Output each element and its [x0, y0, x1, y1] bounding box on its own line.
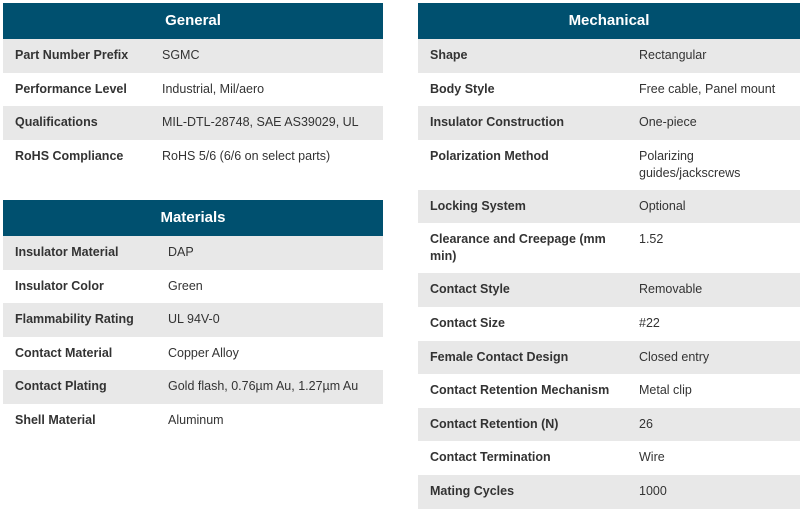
table-row: Insulator Color Green	[3, 270, 383, 304]
table-row: Contact Plating Gold flash, 0.76µm Au, 1.…	[3, 370, 383, 404]
table-row: Flammability Rating UL 94V-0	[3, 303, 383, 337]
row-value: Free cable, Panel mount	[639, 81, 776, 96]
row-label: Contact Style	[430, 282, 510, 297]
row-value: MIL-DTL-28748, SAE AS39029, UL	[162, 115, 359, 130]
row-label: Performance Level	[15, 81, 127, 96]
row-value: 26	[639, 416, 653, 431]
table-row: Body Style Free cable, Panel mount	[418, 73, 800, 107]
table-row: Polarization Method Polarizing guides/jac…	[418, 140, 800, 190]
table-row: Contact Termination Wire	[418, 441, 800, 475]
general-table: General Part Number Prefix SGMC Performanc…	[3, 3, 383, 173]
row-value: Rectangular	[639, 48, 707, 62]
row-label: Contact Retention Mechanism	[430, 383, 610, 398]
row-value: RoHS 5/6 (6/6 on select parts)	[162, 148, 331, 163]
row-value: Wire	[639, 450, 665, 465]
table-row: Contact Retention Mechanism Metal clip	[418, 374, 800, 408]
row-label: Insulator Material	[15, 245, 119, 259]
table-row: Shape Rectangular	[418, 39, 800, 73]
row-value: One-piece	[639, 115, 697, 130]
table-row: Locking System Optional	[418, 189, 800, 224]
row-label: Contact Size	[430, 315, 506, 330]
table-row: Contact Style Removable	[418, 273, 800, 307]
table-row: Mating Cycles 1000	[418, 474, 800, 509]
table-row: RoHS Compliance RoHS 5/6 (6/6 on select p…	[3, 140, 383, 174]
row-label: Shell Material	[15, 412, 96, 427]
row-value: Copper Alloy	[168, 345, 239, 360]
row-label: Body Style	[430, 81, 495, 96]
row-label: Insulator Color	[15, 278, 104, 293]
row-value: Polarizing guides/jackscrews	[639, 148, 741, 180]
row-value: 1000	[639, 483, 667, 498]
row-value: Gold flash, 0.76µm Au, 1.27µm Au	[168, 379, 359, 394]
row-value: #22	[639, 315, 660, 330]
row-label: Insulator Construction	[430, 115, 565, 130]
row-value: SGMC	[162, 48, 200, 62]
row-label: Contact Termination	[430, 450, 551, 465]
table-row: Part Number Prefix SGMC	[3, 39, 383, 73]
materials-table: Materials Insulator Material DAP Insulator…	[3, 200, 383, 438]
row-value: Closed entry	[639, 349, 710, 364]
row-label: Clearance and Creepage (mm min)	[430, 232, 606, 264]
table-row: Clearance and Creepage (mm min) 1.52	[418, 223, 800, 273]
row-value: Green	[168, 278, 203, 293]
table-row: Performance Level Industrial, Mil/aero	[3, 73, 383, 107]
row-label: Qualifications	[15, 115, 98, 130]
row-label: RoHS Compliance	[15, 148, 124, 163]
row-value: UL 94V-0	[168, 312, 220, 327]
row-value: Aluminum	[168, 412, 224, 427]
table-row: Contact Size #22	[418, 307, 800, 341]
row-value: Removable	[639, 282, 703, 297]
row-label: Mating Cycles	[430, 483, 515, 498]
general-header: General	[3, 3, 383, 39]
row-label: Flammability Rating	[15, 312, 134, 327]
row-label: Polarization Method	[430, 148, 549, 163]
materials-header: Materials	[3, 200, 383, 236]
row-label: Contact Material	[15, 345, 113, 360]
table-row: Insulator Material DAP	[3, 236, 383, 270]
table-row: Insulator Construction One-piece	[418, 106, 800, 140]
table-row: Qualifications MIL-DTL-28748, SAE AS39029…	[3, 106, 383, 140]
row-label: Shape	[430, 48, 468, 62]
row-value: Metal clip	[639, 383, 692, 398]
row-label: Locking System	[430, 198, 526, 213]
table-row: Contact Material Copper Alloy	[3, 337, 383, 371]
table-row: Shell Material Aluminum	[3, 404, 383, 438]
row-label: Part Number Prefix	[15, 48, 129, 62]
mechanical-table: Mechanical Shape Rectangular Body Style Fre…	[418, 3, 800, 509]
row-value: 1.52	[639, 232, 664, 247]
row-value: Industrial, Mil/aero	[162, 81, 265, 96]
table-row: Contact Retention (N) 26	[418, 407, 800, 442]
row-value: DAP	[168, 245, 194, 259]
mechanical-header: Mechanical	[418, 3, 800, 39]
table-row: Female Contact Design Closed entry	[418, 340, 800, 375]
row-value: Optional	[639, 198, 686, 213]
row-label: Female Contact Design	[430, 349, 569, 364]
row-label: Contact Retention (N)	[430, 416, 559, 431]
row-label: Contact Plating	[15, 379, 107, 394]
